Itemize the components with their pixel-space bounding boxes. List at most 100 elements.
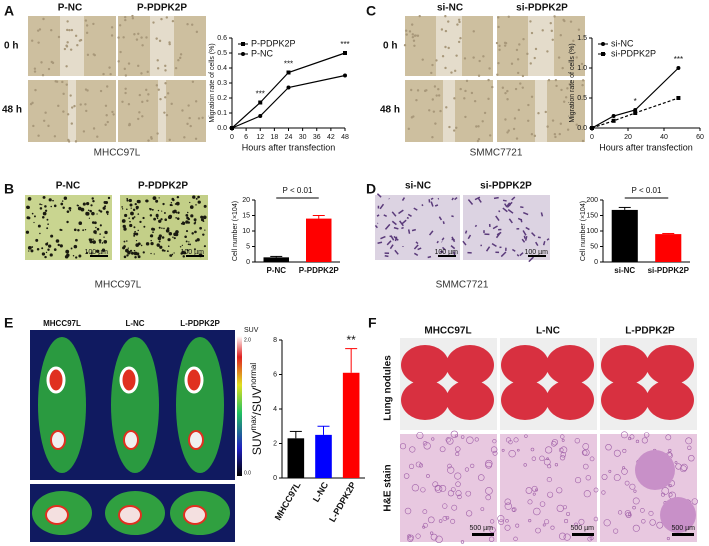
panel-letter: C xyxy=(366,3,376,19)
y-tick-label: 0.0 xyxy=(577,125,587,132)
texture xyxy=(514,87,518,91)
texture xyxy=(158,226,161,229)
texture xyxy=(431,63,434,67)
texture xyxy=(660,492,665,497)
texture xyxy=(457,494,462,500)
texture xyxy=(161,249,165,252)
texture xyxy=(463,97,466,100)
texture xyxy=(126,198,129,200)
texture xyxy=(186,249,189,252)
scale-bar-label: 100 µm xyxy=(525,249,549,256)
texture xyxy=(391,220,397,226)
texture xyxy=(512,127,516,131)
texture xyxy=(137,213,140,215)
texture xyxy=(177,211,180,214)
texture xyxy=(581,83,584,87)
y-axis-label: Migration rate of cells (%) xyxy=(209,43,216,122)
texture xyxy=(665,434,672,441)
texture xyxy=(141,44,144,47)
texture xyxy=(453,69,457,73)
texture xyxy=(186,211,189,214)
x-tick-label: 6 xyxy=(244,134,248,141)
texture xyxy=(161,227,163,229)
texture xyxy=(150,239,152,242)
texture xyxy=(379,203,385,210)
scale-bar-label: 500 µm xyxy=(672,525,696,532)
texture xyxy=(127,102,131,106)
texture xyxy=(126,240,128,242)
cell-line: SMMC7721 xyxy=(470,148,523,159)
texture xyxy=(544,110,547,114)
texture xyxy=(483,111,487,115)
texture xyxy=(547,491,554,498)
texture xyxy=(150,135,153,139)
texture xyxy=(145,88,148,92)
photo-wound xyxy=(528,16,554,76)
texture xyxy=(391,211,397,217)
texture xyxy=(540,212,544,217)
texture xyxy=(85,31,89,35)
texture xyxy=(418,14,421,18)
column-label: P-NC xyxy=(56,181,80,192)
texture xyxy=(477,197,482,203)
texture xyxy=(123,245,126,248)
texture xyxy=(127,62,131,65)
y-tick-label: 1.5 xyxy=(577,35,587,42)
marker xyxy=(611,114,616,118)
texture xyxy=(133,232,137,236)
texture xyxy=(110,26,114,29)
texture xyxy=(498,210,501,213)
texture xyxy=(464,230,468,234)
pet-hot xyxy=(184,366,204,394)
texture xyxy=(466,436,474,444)
texture xyxy=(194,100,198,103)
texture xyxy=(434,204,439,207)
x-tick-label: 12 xyxy=(256,134,264,141)
texture xyxy=(165,228,170,233)
texture xyxy=(181,250,185,255)
texture xyxy=(504,118,507,121)
annotation: *** xyxy=(340,40,349,49)
texture xyxy=(194,137,198,140)
texture xyxy=(550,525,555,530)
texture xyxy=(529,62,532,65)
lung xyxy=(646,380,694,420)
panel-letter: F xyxy=(368,315,377,331)
y-tick-label: 0.6 xyxy=(217,35,227,42)
texture xyxy=(150,252,152,255)
texture xyxy=(121,206,123,208)
texture xyxy=(38,28,42,31)
texture xyxy=(73,228,77,232)
x-tick-label: 0 xyxy=(590,134,594,141)
lung xyxy=(601,380,649,420)
texture xyxy=(410,23,414,26)
texture xyxy=(422,509,428,514)
texture xyxy=(164,64,167,68)
texture xyxy=(517,217,523,221)
texture xyxy=(133,33,136,36)
lung xyxy=(601,345,649,385)
texture xyxy=(589,456,595,462)
texture xyxy=(42,252,46,256)
texture xyxy=(506,203,512,208)
texture xyxy=(86,53,90,57)
texture xyxy=(504,91,507,95)
texture xyxy=(86,202,90,206)
y-tick-label: 0.0 xyxy=(217,125,227,132)
texture xyxy=(481,120,484,123)
texture xyxy=(99,233,101,235)
texture xyxy=(173,209,177,213)
texture xyxy=(131,212,134,216)
texture xyxy=(511,196,516,201)
texture xyxy=(498,44,501,48)
texture xyxy=(37,41,40,44)
pet-hot xyxy=(50,430,66,450)
texture xyxy=(126,254,129,257)
texture xyxy=(42,215,45,219)
photo-wound xyxy=(436,16,462,76)
texture xyxy=(168,231,173,236)
texture xyxy=(157,236,162,241)
texture xyxy=(96,135,99,138)
texture xyxy=(430,197,434,200)
texture xyxy=(425,89,428,92)
